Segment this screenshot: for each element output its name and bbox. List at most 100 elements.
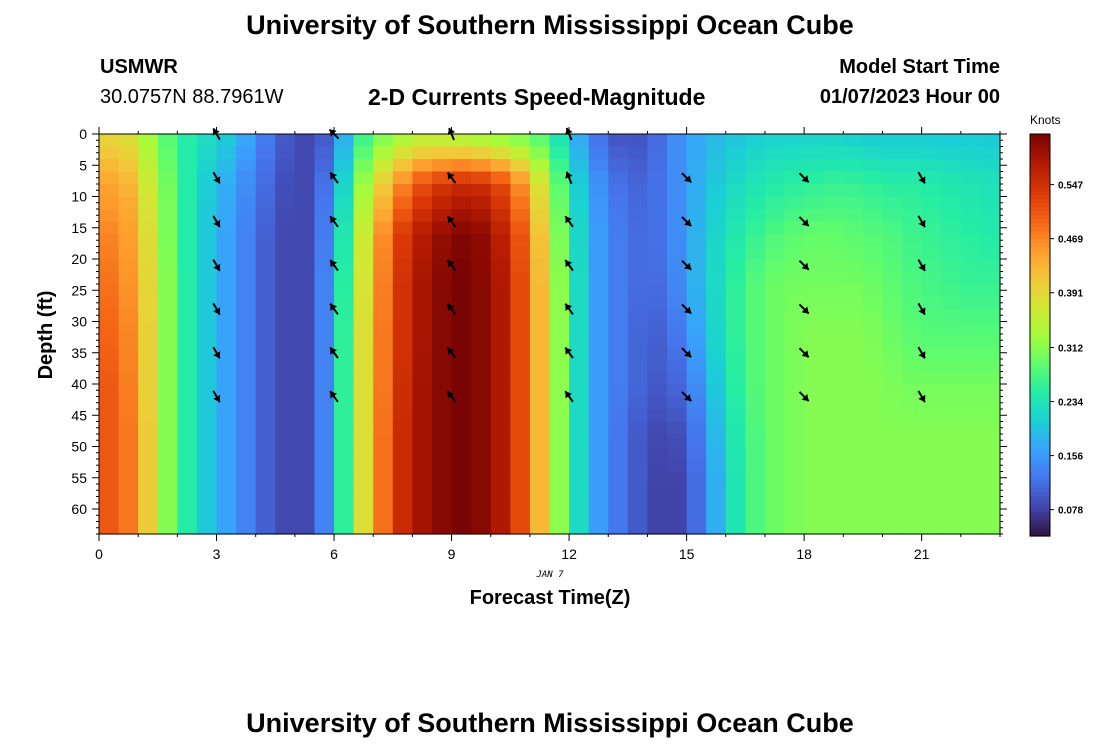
colorbar-swatch — [1030, 270, 1050, 276]
heatmap-cell — [392, 321, 413, 335]
heatmap-cell — [294, 209, 316, 223]
heatmap-cell — [216, 271, 237, 285]
heatmap-cell — [392, 484, 413, 498]
heatmap-cell — [686, 371, 707, 385]
heatmap-cell — [804, 459, 825, 473]
heatmap-cell — [882, 209, 903, 223]
colorbar-swatch — [1030, 399, 1050, 404]
heatmap-cell — [353, 471, 374, 485]
heatmap-cell — [843, 346, 864, 360]
heatmap-cell — [862, 484, 884, 498]
heatmap-cell — [138, 234, 159, 248]
colorbar-swatch — [1030, 162, 1050, 167]
heatmap-cell — [255, 171, 276, 185]
heatmap-cell — [373, 284, 394, 298]
heatmap-cell — [451, 346, 472, 360]
heatmap-cell — [588, 384, 609, 398]
heatmap-cell — [373, 446, 394, 460]
colorbar-swatch — [1030, 218, 1050, 224]
heatmap-cell — [882, 346, 903, 360]
heatmap-cell — [843, 221, 864, 235]
heatmap-cell — [823, 421, 844, 435]
heatmap-cell — [784, 446, 805, 460]
heatmap-cell — [471, 346, 492, 360]
heatmap-cell — [706, 459, 727, 473]
heatmap-cell — [627, 209, 649, 223]
colorbar-swatch — [1030, 495, 1050, 501]
heatmap-cell — [529, 209, 551, 223]
heatmap-cell — [99, 396, 120, 410]
heatmap-cell — [275, 459, 296, 473]
heatmap-cell — [451, 471, 472, 485]
heatmap-cell — [314, 384, 335, 398]
heatmap-cell — [216, 521, 237, 535]
heatmap-cell — [236, 421, 257, 435]
heatmap-cell — [334, 234, 355, 248]
heatmap-cell — [275, 359, 296, 373]
heatmap-cell — [529, 159, 551, 173]
heatmap-cell — [843, 396, 864, 410]
heatmap-cell — [921, 384, 942, 398]
heatmap-cell — [412, 396, 433, 410]
heatmap-cell — [510, 196, 531, 210]
colorbar-swatch — [1030, 439, 1050, 445]
heatmap-cell — [510, 384, 531, 398]
heatmap-cell — [353, 209, 374, 223]
heatmap-cell — [275, 384, 296, 398]
heatmap-cell — [667, 159, 688, 173]
heatmap-cell — [216, 321, 237, 335]
heatmap-cell — [902, 259, 923, 273]
colorbar-swatch — [1030, 138, 1050, 143]
heatmap-cell — [138, 434, 159, 448]
heatmap-cell — [196, 246, 218, 260]
heatmap-cell — [960, 246, 982, 260]
heatmap-cell — [588, 421, 609, 435]
heatmap-cell — [412, 259, 433, 273]
heatmap-cell — [608, 209, 629, 223]
heatmap-cell — [569, 434, 590, 448]
heatmap-cell — [588, 434, 609, 448]
heatmap-cell — [216, 259, 237, 273]
heatmap-cell — [686, 459, 707, 473]
heatmap-cell — [255, 359, 276, 373]
heatmap-cell — [216, 484, 237, 498]
colorbar-swatch — [1030, 335, 1050, 340]
heatmap-cell — [236, 184, 257, 198]
heatmap-cell — [569, 484, 590, 498]
heatmap-cell — [353, 396, 374, 410]
heatmap-cell — [902, 409, 923, 423]
colorbar-swatch — [1030, 242, 1050, 248]
heatmap-cell — [510, 346, 531, 360]
heatmap-cell — [667, 446, 688, 460]
heatmap-cell — [804, 284, 825, 298]
heatmap-cell — [353, 509, 374, 523]
heatmap-cell — [118, 271, 139, 285]
heatmap-cell — [549, 259, 570, 273]
heatmap-cell — [177, 259, 198, 273]
heatmap-cell — [549, 334, 570, 348]
heatmap-cell — [647, 259, 668, 273]
heatmap-cell — [843, 521, 864, 535]
heatmap-cell — [627, 384, 649, 398]
heatmap-cell — [882, 271, 903, 285]
colorbar-swatch — [1030, 403, 1050, 408]
heatmap-cell — [431, 259, 453, 273]
heatmap-cell — [294, 184, 316, 198]
heatmap-cell — [510, 321, 531, 335]
heatmap-cell — [902, 521, 923, 535]
heatmap-cell — [236, 296, 257, 310]
heatmap-cell — [510, 409, 531, 423]
heatmap-cell — [157, 246, 178, 260]
colorbar-swatch — [1030, 503, 1050, 509]
heatmap-cell — [804, 396, 825, 410]
heatmap-cell — [647, 221, 668, 235]
heatmap-cell — [412, 521, 433, 535]
heatmap-cell — [667, 259, 688, 273]
heatmap-cell — [392, 434, 413, 448]
heatmap-cell — [725, 509, 746, 523]
heatmap-cell — [921, 421, 942, 435]
heatmap-cell — [549, 221, 570, 235]
heatmap-cell — [294, 284, 316, 298]
colorbar-swatch — [1030, 286, 1050, 292]
heatmap-cell — [451, 159, 472, 173]
